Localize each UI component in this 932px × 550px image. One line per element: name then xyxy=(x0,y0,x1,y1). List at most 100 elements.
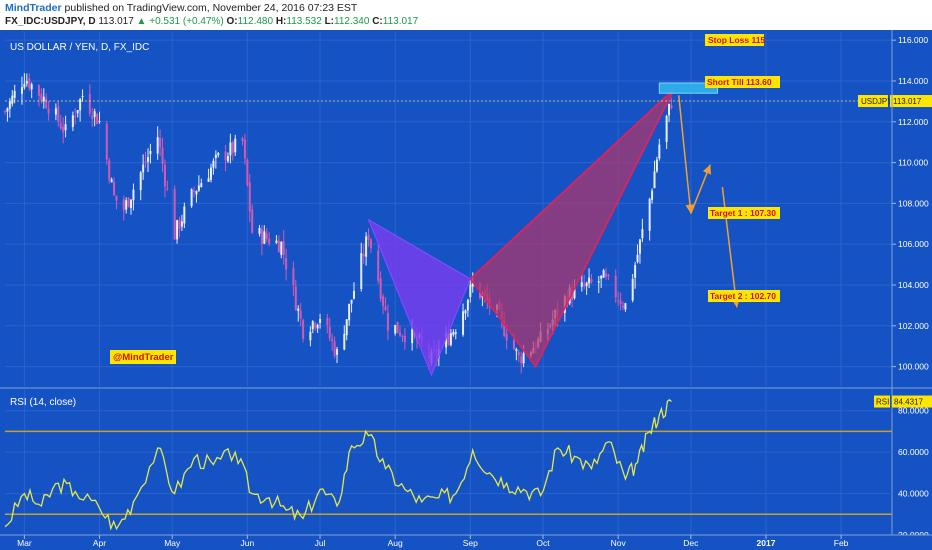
price-candle-body xyxy=(74,115,77,117)
short-label: Short Till 113.60 xyxy=(705,76,780,88)
time-tick-label: Jul xyxy=(315,538,326,548)
price-candle-body xyxy=(607,274,610,277)
series-label-box xyxy=(858,95,888,108)
price-tick-label: 114.000 xyxy=(898,76,928,86)
stop-loss-text: Stop Loss 115 xyxy=(708,35,765,45)
price-candle-body xyxy=(217,152,220,156)
price-candle-body xyxy=(641,229,644,239)
price-tick-label: 110.000 xyxy=(898,158,928,168)
price-candle-body xyxy=(505,333,508,341)
time-tick-label: Jun xyxy=(240,538,254,548)
price-candle-body xyxy=(234,138,237,153)
published-text: published on TradingView.com, November 2… xyxy=(64,2,358,14)
price-candle-body xyxy=(20,87,23,94)
price-candle-body xyxy=(248,182,251,212)
price-candle-body xyxy=(142,164,145,173)
price-candle-body xyxy=(299,310,302,319)
price-candle-body xyxy=(57,106,60,122)
price-candle-body xyxy=(197,185,200,191)
price-candle-body xyxy=(224,151,227,161)
price-candle-body xyxy=(449,333,452,345)
price-candle-body xyxy=(462,311,465,335)
price-candle-body xyxy=(40,93,43,101)
price-candle-body xyxy=(454,332,457,334)
price-candle-body xyxy=(166,188,169,190)
price-candle-body xyxy=(365,236,368,257)
price-candle-body xyxy=(156,137,159,154)
short-zone xyxy=(658,82,719,94)
price-candle-body xyxy=(621,305,624,308)
target1-text: Target 1 : 107.30 xyxy=(710,208,776,218)
high-value: 113.532 xyxy=(286,16,322,27)
price-candle-body xyxy=(173,188,176,240)
rsi-line xyxy=(4,398,672,531)
time-axis-background xyxy=(0,535,932,550)
price-candle-body xyxy=(302,320,305,339)
price-candle-body xyxy=(25,81,28,84)
price-candle-body xyxy=(30,84,33,90)
price-candle-body xyxy=(583,284,586,287)
stop-loss-label: Stop Loss 115 xyxy=(705,34,765,46)
price-candle-body xyxy=(130,199,133,208)
price-candle-body xyxy=(655,159,658,172)
price-candle-body xyxy=(139,172,142,191)
author-link[interactable]: MindTrader xyxy=(5,2,62,14)
price-candle-body xyxy=(411,329,414,344)
price-candle-body xyxy=(336,349,339,355)
price-candle-body xyxy=(243,139,246,159)
up-arrow-icon: ▲ xyxy=(136,16,147,27)
price-candle-body xyxy=(268,238,271,244)
price-candle-body xyxy=(403,336,406,342)
price-candle-body xyxy=(265,233,268,239)
price-candle-body xyxy=(110,179,113,183)
price-candle-body xyxy=(466,299,469,311)
high-label: H: xyxy=(275,16,287,27)
price-candle-body xyxy=(108,160,111,181)
rsi-label-box xyxy=(874,395,890,408)
price-candle-body xyxy=(195,190,198,195)
rsi-series-label: RSI xyxy=(876,398,889,407)
low-value: 112.340 xyxy=(334,16,370,27)
price-candle-body xyxy=(183,206,186,224)
price-candle-body xyxy=(503,320,506,336)
price-candle-body xyxy=(445,333,448,348)
target1-label: Target 1 : 107.30 xyxy=(708,207,780,219)
price-candle-body xyxy=(176,220,179,240)
price-candle-body xyxy=(42,96,45,102)
price-candle-body xyxy=(280,241,283,255)
price-candle-body xyxy=(258,227,261,234)
time-tick-label: Mar xyxy=(17,538,32,548)
chart-canvas[interactable]: USDJPY 113.017 100.000 102.000 104.000 106.0… xyxy=(0,30,932,550)
time-tick-label: Apr xyxy=(93,538,106,548)
time-tick-label: 2017 xyxy=(757,538,776,548)
price-candle-body xyxy=(638,239,641,254)
symbol-label[interactable]: FX_IDC:USDJPY, D xyxy=(5,16,96,27)
price-candle-body xyxy=(28,78,31,89)
price-candle-body xyxy=(648,198,651,231)
price-candle-body xyxy=(149,150,152,155)
price-candle-body xyxy=(105,123,108,160)
price-candle-body xyxy=(144,161,147,164)
price-tick-label: 116.000 xyxy=(898,35,928,45)
time-tick-label: Nov xyxy=(611,538,627,548)
price-candle-body xyxy=(37,85,40,96)
price-candle-body xyxy=(636,254,639,263)
rsi-last-labels: RSI 84.4317 xyxy=(874,395,932,408)
price-candle-body xyxy=(297,308,300,311)
price-tick-label: 108.000 xyxy=(898,198,929,208)
price-candle-body xyxy=(311,321,314,330)
chart-header: MindTrader published on TradingView.com,… xyxy=(0,0,932,30)
bat-pattern xyxy=(367,88,675,377)
price-candle-body xyxy=(602,270,605,278)
price-candle-body xyxy=(76,110,79,114)
price-candle-body xyxy=(282,240,285,255)
price-candle-body xyxy=(396,321,399,333)
price-candle-body xyxy=(113,181,116,195)
price-candle-body xyxy=(624,303,627,310)
target-arrow xyxy=(690,164,712,214)
price-candle-body xyxy=(91,115,94,120)
price-candle-body xyxy=(401,335,404,337)
rsi-bands xyxy=(5,430,892,516)
open-label: O: xyxy=(226,16,238,27)
price-candle-body xyxy=(399,332,402,336)
